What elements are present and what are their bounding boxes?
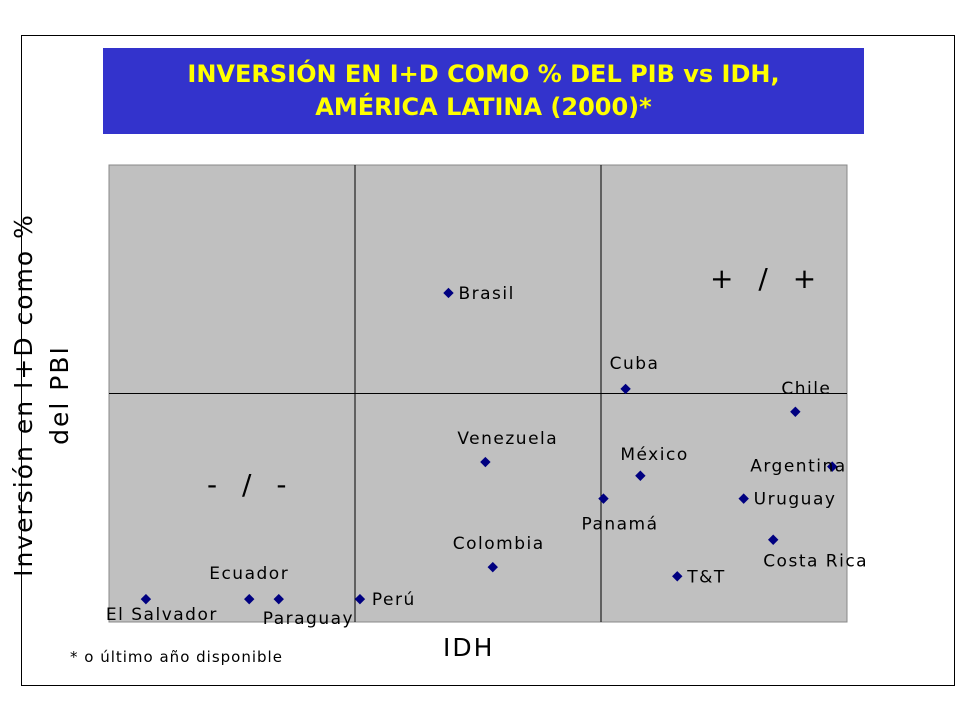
data-label-m-xico: México — [620, 445, 688, 465]
data-point-uruguay — [738, 493, 749, 504]
data-label-cuba: Cuba — [610, 354, 660, 374]
data-point-m-xico — [635, 470, 646, 481]
data-label-brasil: Brasil — [458, 284, 514, 304]
y-axis-label-line-2: del PBI — [45, 345, 74, 445]
quadrant-label-bottom-left: - / - — [207, 468, 295, 501]
data-label-uruguay: Uruguay — [754, 490, 837, 510]
data-point-cuba — [620, 383, 631, 395]
data-label-paraguay: Paraguay — [263, 609, 354, 629]
data-label-panam-: Panamá — [581, 515, 658, 535]
data-label-el-salvador: El Salvador — [106, 605, 218, 625]
data-label-ecuador: Ecuador — [209, 564, 289, 584]
data-label-argentina: Argentina — [750, 457, 846, 477]
data-point-costa-rica — [767, 534, 779, 545]
data-point-argentina — [827, 461, 838, 472]
data-label-venezuela: Venezuela — [457, 429, 558, 449]
chart-title-line-2: AMÉRICA LATINA (2000)* — [315, 93, 652, 121]
data-point-panam- — [598, 493, 609, 504]
data-label-chile: Chile — [781, 379, 831, 399]
data-point-chile — [790, 406, 801, 417]
data-point-t-t — [672, 571, 683, 582]
chart-title-line-1: INVERSIÓN EN I+D COMO % DEL PIB vs IDH, — [187, 60, 780, 88]
data-point-ecuador — [244, 593, 255, 605]
data-point-brasil — [443, 287, 454, 299]
quadrant-label-top-right: + / + — [710, 262, 825, 295]
y-axis-label: Inversión en I+D como % del PBI — [2, 205, 82, 585]
data-label-per-: Perú — [372, 590, 416, 610]
data-point-paraguay — [273, 593, 284, 605]
data-point-venezuela — [480, 456, 491, 468]
data-point-el-salvador — [140, 593, 152, 605]
chart-title-box: INVERSIÓN EN I+D COMO % DEL PIB vs IDH, … — [103, 48, 864, 134]
x-axis-label: IDH — [443, 633, 495, 662]
data-label-t-t: T&T — [686, 567, 726, 587]
data-point-colombia — [487, 561, 498, 573]
data-label-costa-rica: Costa Rica — [763, 552, 868, 572]
y-axis-label-line-1: Inversión en I+D como % — [9, 213, 38, 577]
footnote: * o último año disponible — [70, 648, 283, 666]
data-label-colombia: Colombia — [453, 534, 545, 554]
data-point-per- — [354, 593, 366, 605]
